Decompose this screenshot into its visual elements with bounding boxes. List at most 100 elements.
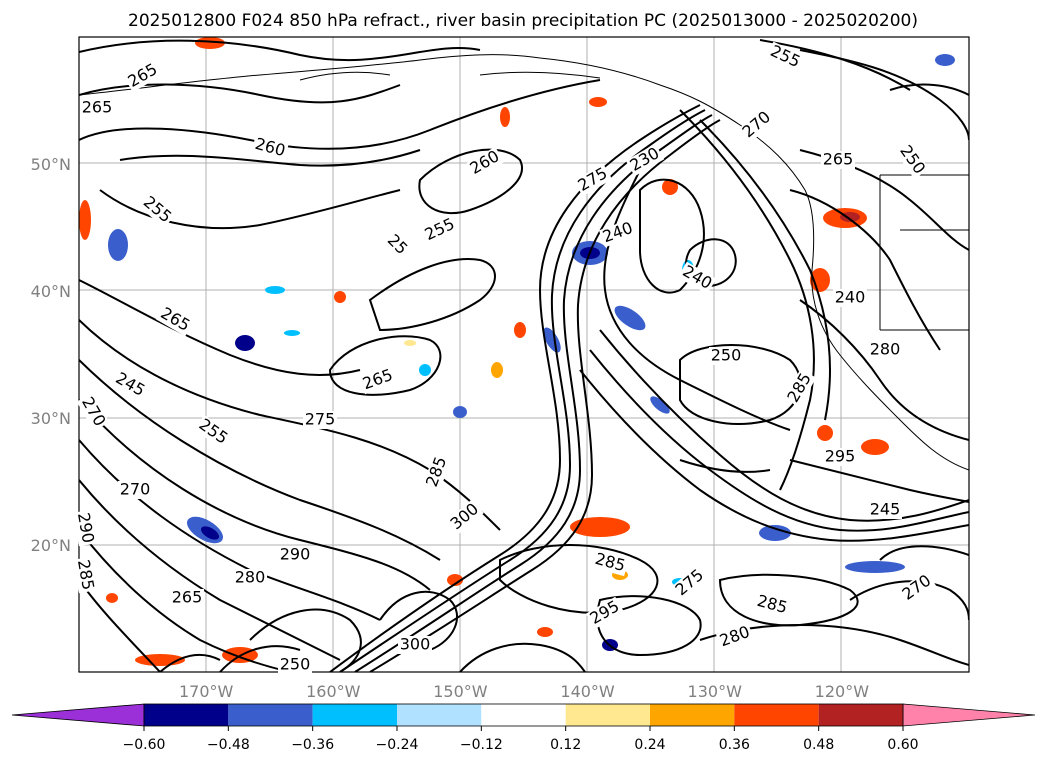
contour-label-background xyxy=(585,596,625,630)
contour-label-background xyxy=(420,214,460,246)
contour-label-background xyxy=(868,341,902,359)
map-frame xyxy=(78,36,970,673)
contour-label-background xyxy=(868,501,902,519)
precip-anomaly-positive xyxy=(79,200,91,240)
precip-anomaly-negative xyxy=(284,330,300,336)
contour-label-background xyxy=(598,218,638,248)
colorbar-outline xyxy=(143,703,904,727)
figure-title: 2025012800 F024 850 hPa refract., river … xyxy=(128,11,918,31)
colorbar-bin xyxy=(228,704,313,726)
contour-label-background xyxy=(80,99,114,117)
precip-anomaly-positive xyxy=(195,37,225,49)
contour-label: 280 xyxy=(870,340,901,359)
contour-label: 290 xyxy=(280,545,311,564)
precip-anomaly-positive xyxy=(570,517,630,537)
precip-anomaly-negative xyxy=(650,396,670,414)
precip-anomaly-negative xyxy=(419,364,431,376)
colorbar-bin xyxy=(565,704,650,726)
contour-label-background xyxy=(73,556,97,594)
contour-label-background xyxy=(251,134,289,162)
contour-label-background xyxy=(738,107,776,143)
precip-anomaly-negative xyxy=(935,54,955,66)
contour-label: 295 xyxy=(825,447,856,466)
contour-label: 265 xyxy=(823,150,854,169)
contour-label-background xyxy=(123,59,163,93)
contour-label-background xyxy=(715,622,755,652)
precip-anomaly-positive xyxy=(500,107,510,127)
contour-label: 250 xyxy=(711,346,742,365)
precip-anomaly-positive xyxy=(537,627,553,637)
precip-anomaly-positive xyxy=(589,97,607,107)
colorbar-bin xyxy=(144,704,229,726)
contour-label-background xyxy=(671,565,709,601)
latitude-labels: 50°N 40°N 30°N 20°N xyxy=(31,155,71,555)
contour-label-background xyxy=(76,392,110,432)
colorbar-tick-label: 0.48 xyxy=(803,737,834,753)
colorbar-bin xyxy=(312,704,397,726)
colorbar-bin xyxy=(650,704,735,726)
colorbar-tick-label: 0.24 xyxy=(634,737,665,753)
contour-label-background xyxy=(833,289,867,307)
contour-label: 285 xyxy=(74,558,98,591)
colorbar-bin xyxy=(734,704,819,726)
map-background xyxy=(79,37,969,672)
contour-label-background xyxy=(465,146,505,180)
contour-label-background xyxy=(709,347,743,365)
precip-anomaly-negative xyxy=(108,229,128,261)
contour-label-background xyxy=(573,163,613,197)
lon-label: 160°W xyxy=(306,682,361,701)
contour-label-background xyxy=(753,591,791,619)
colorbar: −0.60 −0.48 −0.36 −0.24 −0.12 0.12 0.24 0.36 0.4… xyxy=(11,703,1036,753)
contour-label-background xyxy=(783,368,817,408)
colorbar-tick-label: −0.12 xyxy=(460,737,503,753)
colorbar-extend-low xyxy=(11,703,145,727)
colorbar-tick-label: −0.48 xyxy=(207,737,250,753)
contour-label-background xyxy=(73,509,97,547)
contour-label-background xyxy=(398,636,432,654)
contour-label-background xyxy=(170,589,204,607)
precip-anomaly-negative xyxy=(453,406,467,418)
precip-anomaly-negative xyxy=(614,305,646,331)
contour-label-background xyxy=(897,570,937,606)
longitude-labels: 170°W 160°W 150°W 140°W 130°W 120°W xyxy=(179,682,869,701)
colorbar-bin xyxy=(481,704,566,726)
contour-label: 275 xyxy=(305,410,336,429)
contour-label: 290 xyxy=(74,511,98,544)
contour-label-background xyxy=(821,151,855,169)
colorbar-tick-label: −0.24 xyxy=(376,737,419,753)
colorbar-tick-label: 0.36 xyxy=(719,737,750,753)
contour-label: 265 xyxy=(82,98,113,117)
colorbar-tick-label: −0.60 xyxy=(123,737,166,753)
lat-label: 20°N xyxy=(31,536,71,555)
contour-label-background xyxy=(118,481,152,499)
lon-label: 150°W xyxy=(433,682,488,701)
lon-label: 140°W xyxy=(560,682,615,701)
contour-label: 245 xyxy=(870,500,901,519)
precip-anomaly-positive xyxy=(404,340,416,346)
precip-anomaly-negative xyxy=(265,286,285,294)
coastlines xyxy=(79,54,969,471)
colorbar-extend-high xyxy=(902,703,1036,727)
precip-anomaly-negative xyxy=(235,335,255,351)
contour-label-background xyxy=(303,411,337,429)
contour-label-background xyxy=(278,546,312,564)
precip-anomaly-positive xyxy=(491,362,503,378)
colorbar-bin xyxy=(818,704,903,726)
precip-anomaly-positive xyxy=(861,439,889,455)
lat-label: 30°N xyxy=(31,409,71,428)
contour-label-background xyxy=(138,192,176,228)
contour-label-background xyxy=(823,448,857,466)
refractivity-contours xyxy=(79,39,969,672)
colorbar-tick-label: 0.60 xyxy=(887,737,918,753)
lon-label: 120°W xyxy=(815,682,870,701)
contour-label-background xyxy=(233,569,267,587)
colorbar-bin xyxy=(397,704,482,726)
precip-anomaly-negative xyxy=(200,526,220,540)
lat-label: 50°N xyxy=(31,155,71,174)
contour-label: 280 xyxy=(235,568,266,587)
lon-label: 170°W xyxy=(179,682,234,701)
precip-anomaly-positive xyxy=(334,291,346,303)
contour-label: 300 xyxy=(400,635,431,654)
contour-label-background xyxy=(894,140,930,180)
